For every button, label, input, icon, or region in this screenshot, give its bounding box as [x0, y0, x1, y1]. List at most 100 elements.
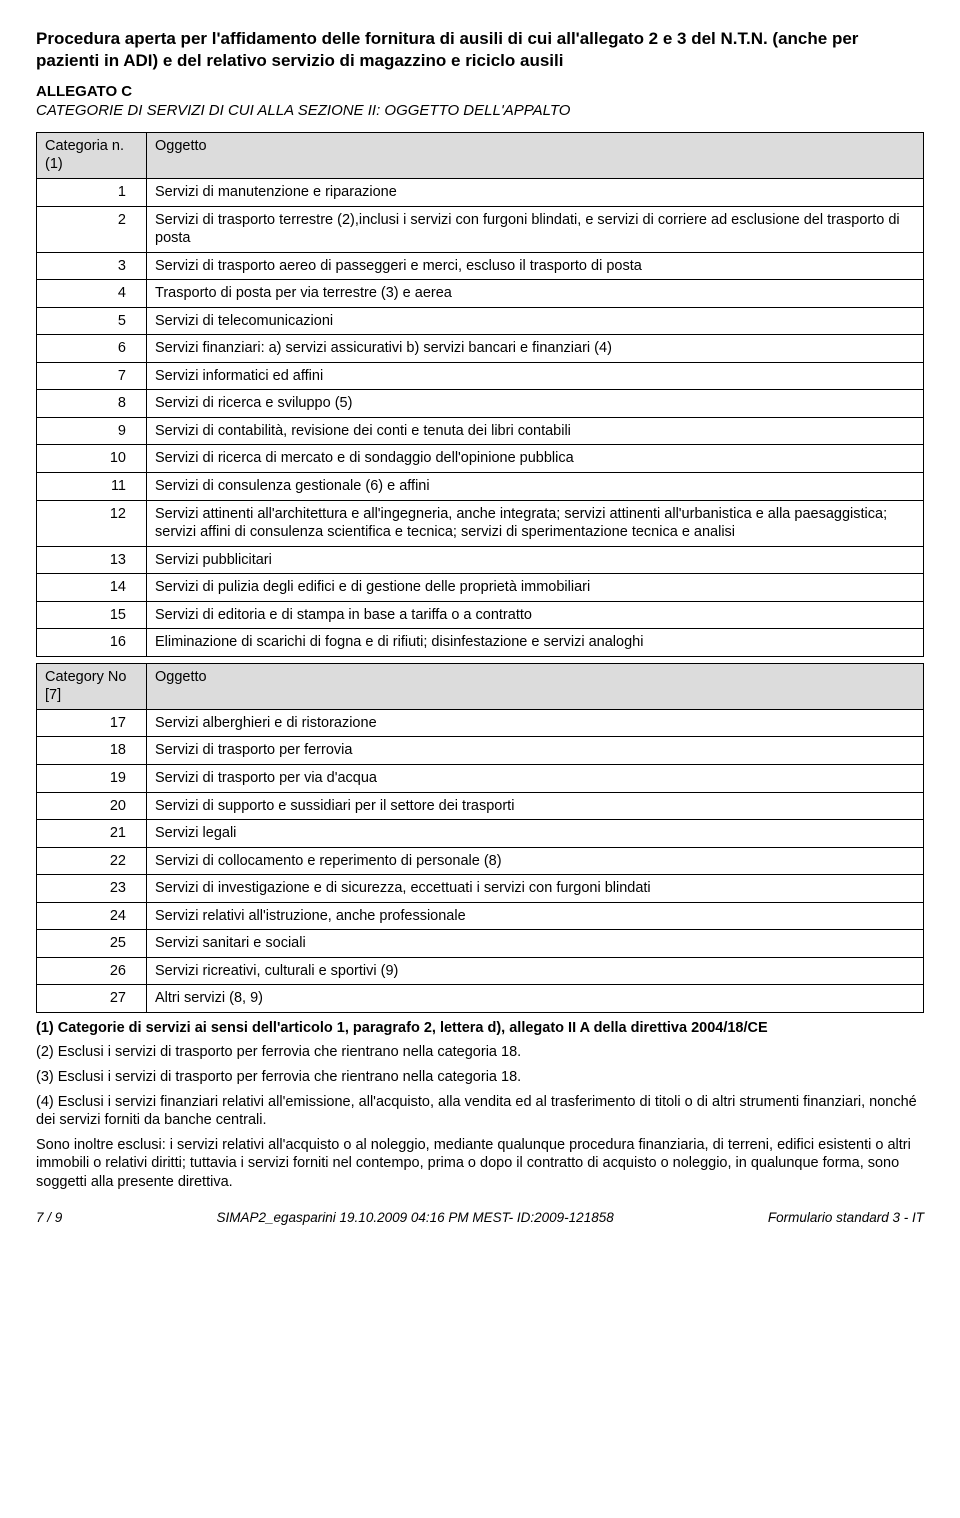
- table-row: 5Servizi di telecomunicazioni: [37, 307, 924, 335]
- table-row: 8Servizi di ricerca e sviluppo (5): [37, 390, 924, 418]
- row-text: Servizi di ricerca e sviluppo (5): [147, 390, 924, 418]
- row-number: 1: [37, 178, 147, 206]
- row-text: Eliminazione di scarichi di fogna e di r…: [147, 629, 924, 657]
- table2-header-left: Category No [7]: [37, 663, 147, 709]
- row-text: Servizi alberghieri e di ristorazione: [147, 709, 924, 737]
- table-row: 21Servizi legali: [37, 820, 924, 848]
- row-text: Servizi di trasporto per via d'acqua: [147, 765, 924, 793]
- table-row: 11Servizi di consulenza gestionale (6) e…: [37, 472, 924, 500]
- row-text: Servizi di supporto e sussidiari per il …: [147, 792, 924, 820]
- row-number: 26: [37, 957, 147, 985]
- row-number: 27: [37, 985, 147, 1013]
- note-2: (2) Esclusi i servizi di trasporto per f…: [36, 1043, 924, 1062]
- footer-id: SIMAP2_egasparini 19.10.2009 04:16 PM ME…: [216, 1209, 613, 1226]
- table1-header-left-bottom: (1): [45, 156, 63, 172]
- table-row: 22Servizi di collocamento e reperimento …: [37, 847, 924, 875]
- row-number: 20: [37, 792, 147, 820]
- document-title: Procedura aperta per l'affidamento delle…: [36, 28, 924, 72]
- table-row: 18Servizi di trasporto per ferrovia: [37, 737, 924, 765]
- note-4: (4) Esclusi i servizi finanziari relativ…: [36, 1093, 924, 1130]
- row-text: Servizi di telecomunicazioni: [147, 307, 924, 335]
- allegato-label: ALLEGATO C: [36, 82, 924, 101]
- allegato-subtitle: CATEGORIE DI SERVIZI DI CUI ALLA SEZIONE…: [36, 101, 924, 120]
- table-row: 2Servizi di trasporto terrestre (2),incl…: [37, 206, 924, 252]
- row-text: Altri servizi (8, 9): [147, 985, 924, 1013]
- row-number: 21: [37, 820, 147, 848]
- row-text: Servizi di trasporto aereo di passeggeri…: [147, 252, 924, 280]
- row-number: 15: [37, 601, 147, 629]
- table-row: 7Servizi informatici ed affini: [37, 362, 924, 390]
- table2-header-right: Oggetto: [147, 663, 924, 709]
- table-row: 1Servizi di manutenzione e riparazione: [37, 178, 924, 206]
- row-number: 5: [37, 307, 147, 335]
- row-number: 6: [37, 335, 147, 363]
- table-row: 16Eliminazione di scarichi di fogna e di…: [37, 629, 924, 657]
- row-text: Servizi di investigazione e di sicurezza…: [147, 875, 924, 903]
- row-text: Servizi di manutenzione e riparazione: [147, 178, 924, 206]
- table-row: 23Servizi di investigazione e di sicurez…: [37, 875, 924, 903]
- footer-form-label: Formulario standard 3 - IT: [768, 1209, 924, 1226]
- row-number: 18: [37, 737, 147, 765]
- row-text: Servizi di editoria e di stampa in base …: [147, 601, 924, 629]
- table1-header-left: Categoria n. (1): [37, 132, 147, 178]
- row-number: 17: [37, 709, 147, 737]
- table-row: 13Servizi pubblicitari: [37, 546, 924, 574]
- note-3: (3) Esclusi i servizi di trasporto per f…: [36, 1068, 924, 1087]
- row-text: Servizi informatici ed affini: [147, 362, 924, 390]
- table-row: 3Servizi di trasporto aereo di passegger…: [37, 252, 924, 280]
- footer-page-number: 7 / 9: [36, 1209, 62, 1226]
- row-text: Servizi di ricerca di mercato e di sonda…: [147, 445, 924, 473]
- row-number: 14: [37, 574, 147, 602]
- row-number: 7: [37, 362, 147, 390]
- table1-header-left-top: Categoria n.: [45, 137, 138, 156]
- row-number: 23: [37, 875, 147, 903]
- row-text: Servizi di pulizia degli edifici e di ge…: [147, 574, 924, 602]
- row-text: Servizi di trasporto per ferrovia: [147, 737, 924, 765]
- table1-header-right: Oggetto: [147, 132, 924, 178]
- row-number: 11: [37, 472, 147, 500]
- row-number: 3: [37, 252, 147, 280]
- row-text: Servizi di contabilità, revisione dei co…: [147, 417, 924, 445]
- page-footer: 7 / 9 SIMAP2_egasparini 19.10.2009 04:16…: [36, 1209, 924, 1226]
- row-number: 4: [37, 280, 147, 308]
- row-text: Servizi di consulenza gestionale (6) e a…: [147, 472, 924, 500]
- row-text: Servizi sanitari e sociali: [147, 930, 924, 958]
- table-row: 24Servizi relativi all'istruzione, anche…: [37, 902, 924, 930]
- table-row: 20Servizi di supporto e sussidiari per i…: [37, 792, 924, 820]
- row-number: 8: [37, 390, 147, 418]
- table-row: 25Servizi sanitari e sociali: [37, 930, 924, 958]
- row-text: Servizi attinenti all'architettura e all…: [147, 500, 924, 546]
- table-row: 27Altri servizi (8, 9): [37, 985, 924, 1013]
- row-number: 13: [37, 546, 147, 574]
- row-text: Servizi finanziari: a) servizi assicurat…: [147, 335, 924, 363]
- note-1: (1) Categorie di servizi ai sensi dell'a…: [36, 1019, 924, 1038]
- table-categoria-2: Category No [7] Oggetto 17Servizi alberg…: [36, 663, 924, 1013]
- note-5: Sono inoltre esclusi: i servizi relativi…: [36, 1136, 924, 1192]
- table-row: 9Servizi di contabilità, revisione dei c…: [37, 417, 924, 445]
- table-row: 14Servizi di pulizia degli edifici e di …: [37, 574, 924, 602]
- table-row: 15Servizi di editoria e di stampa in bas…: [37, 601, 924, 629]
- row-number: 10: [37, 445, 147, 473]
- row-number: 19: [37, 765, 147, 793]
- row-number: 9: [37, 417, 147, 445]
- row-number: 25: [37, 930, 147, 958]
- row-text: Servizi di collocamento e reperimento di…: [147, 847, 924, 875]
- table-categoria-1: Categoria n. (1) Oggetto 1Servizi di man…: [36, 132, 924, 657]
- table-row: 6Servizi finanziari: a) servizi assicura…: [37, 335, 924, 363]
- row-text: Servizi pubblicitari: [147, 546, 924, 574]
- row-text: Servizi relativi all'istruzione, anche p…: [147, 902, 924, 930]
- row-text: Servizi di trasporto terrestre (2),inclu…: [147, 206, 924, 252]
- table2-header-left-top: Category No: [45, 668, 138, 687]
- footnotes: (1) Categorie di servizi ai sensi dell'a…: [36, 1019, 924, 1191]
- row-text: Servizi ricreativi, culturali e sportivi…: [147, 957, 924, 985]
- row-text: Servizi legali: [147, 820, 924, 848]
- table-row: 10Servizi di ricerca di mercato e di son…: [37, 445, 924, 473]
- row-number: 24: [37, 902, 147, 930]
- row-number: 16: [37, 629, 147, 657]
- row-number: 22: [37, 847, 147, 875]
- table-row: 19Servizi di trasporto per via d'acqua: [37, 765, 924, 793]
- table-row: 12Servizi attinenti all'architettura e a…: [37, 500, 924, 546]
- table2-header-left-bottom: [7]: [45, 687, 61, 703]
- row-text: Trasporto di posta per via terrestre (3)…: [147, 280, 924, 308]
- row-number: 12: [37, 500, 147, 546]
